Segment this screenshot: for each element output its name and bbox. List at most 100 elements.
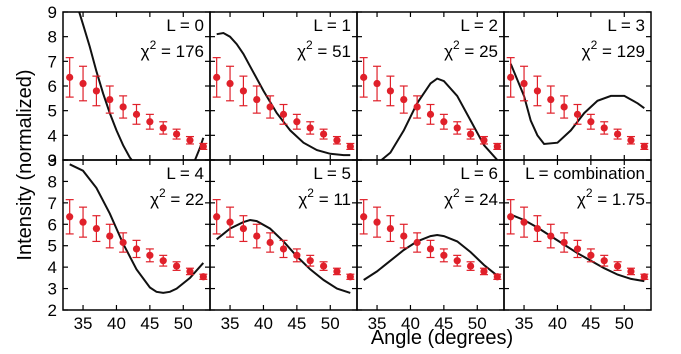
data-point xyxy=(79,79,87,88)
panel: L = 2 χ2 = 25 xyxy=(356,11,505,161)
data-point xyxy=(413,238,421,247)
data-point xyxy=(119,103,127,111)
data-point xyxy=(533,224,542,233)
data-point xyxy=(333,136,341,144)
y-tick-label: 6 xyxy=(48,77,57,96)
panel: 35 40 45 50 L = combination χ2 = 1.75 xyxy=(503,159,652,333)
data-point xyxy=(146,251,154,259)
panel-label: L = 3 xyxy=(607,16,645,35)
chi-squared-label: χ2 = 24 xyxy=(444,186,498,209)
data-point xyxy=(547,232,555,240)
chi-squared-label: χ2 = 22 xyxy=(150,186,204,209)
data-point xyxy=(600,257,608,265)
data-point xyxy=(226,218,234,226)
data-point xyxy=(373,218,381,226)
data-point xyxy=(480,267,488,276)
y-tick-label: 8 xyxy=(48,172,57,191)
data-point xyxy=(306,124,314,132)
x-axis-label: Angle (degrees) xyxy=(371,327,513,349)
data-point xyxy=(213,73,221,81)
x-tick-label: 50 xyxy=(468,314,487,333)
data-point xyxy=(119,238,127,247)
panel: L = 1 χ2 = 51 xyxy=(209,11,358,161)
data-point xyxy=(279,245,288,253)
data-point xyxy=(172,262,181,270)
data-point xyxy=(266,103,274,111)
data-point xyxy=(213,213,221,221)
data-point xyxy=(132,245,141,253)
data-point xyxy=(132,110,141,118)
data-point xyxy=(306,257,314,265)
data-point xyxy=(440,251,448,259)
data-point xyxy=(466,130,475,138)
data-point xyxy=(106,232,114,240)
data-point xyxy=(573,245,582,253)
data-point xyxy=(426,245,435,253)
y-tick-label: 5 xyxy=(48,102,57,121)
x-tick-label: 35 xyxy=(368,314,387,333)
model-curve xyxy=(509,63,645,146)
data-point xyxy=(613,262,622,270)
data-point xyxy=(92,87,101,95)
x-tick-label: 35 xyxy=(515,314,534,333)
data-point xyxy=(587,251,595,259)
data-point xyxy=(547,95,555,104)
data-point xyxy=(440,118,448,126)
data-point xyxy=(226,79,234,88)
data-point xyxy=(600,124,608,132)
data-point xyxy=(79,218,87,226)
data-point xyxy=(560,103,568,111)
panel: L = 3 χ2 = 129 xyxy=(503,11,652,161)
x-tick-label: 40 xyxy=(254,314,273,333)
data-point xyxy=(640,142,648,151)
chi-squared-label: χ2 = 11 xyxy=(298,186,351,209)
x-tick-label: 35 xyxy=(74,314,93,333)
x-tick-label: 45 xyxy=(287,314,306,333)
chi-squared-label: χ2 = 51 xyxy=(297,38,351,61)
y-tick-label: 7 xyxy=(48,194,57,213)
data-point xyxy=(146,118,154,126)
data-point xyxy=(253,232,261,240)
data-point xyxy=(627,136,635,144)
data-point xyxy=(373,79,381,88)
y-tick-label: 3 xyxy=(48,151,57,170)
panel-label: L = 1 xyxy=(313,16,351,35)
data-point xyxy=(346,142,354,151)
panel: 35 40 45 50 L = 6 χ2 = 24 xyxy=(356,159,505,333)
data-point xyxy=(239,224,248,233)
data-point xyxy=(560,238,568,247)
model-curve xyxy=(379,77,499,160)
x-tick-label: 50 xyxy=(615,314,634,333)
data-point xyxy=(360,213,368,221)
data-point xyxy=(453,124,461,132)
data-point xyxy=(266,238,274,247)
data-point xyxy=(360,73,368,81)
chi-squared-label: χ2 = 1.75 xyxy=(577,186,645,209)
data-point xyxy=(239,87,248,95)
data-point xyxy=(493,142,501,151)
panel-label: L = 0 xyxy=(166,16,204,35)
data-point xyxy=(319,130,328,138)
y-tick-label: 7 xyxy=(48,52,57,71)
x-tick-label: 40 xyxy=(401,314,420,333)
y-tick-label: 8 xyxy=(48,28,57,47)
model-curve xyxy=(363,233,498,281)
chi-squared-label: χ2 = 176 xyxy=(141,38,204,61)
data-point xyxy=(279,110,288,118)
data-point xyxy=(333,267,341,276)
data-point xyxy=(293,251,301,259)
x-tick-label: 45 xyxy=(581,314,600,333)
x-tick-label: 45 xyxy=(434,314,453,333)
data-point xyxy=(507,213,515,221)
data-point xyxy=(627,267,635,276)
data-point xyxy=(453,257,461,265)
y-tick-label: 3 xyxy=(48,280,57,299)
model-curve xyxy=(69,163,205,294)
data-point xyxy=(66,213,74,221)
data-point xyxy=(186,267,194,276)
data-point xyxy=(520,79,528,88)
data-point xyxy=(493,273,501,281)
y-tick-label: 6 xyxy=(48,215,57,234)
data-point xyxy=(480,136,488,144)
